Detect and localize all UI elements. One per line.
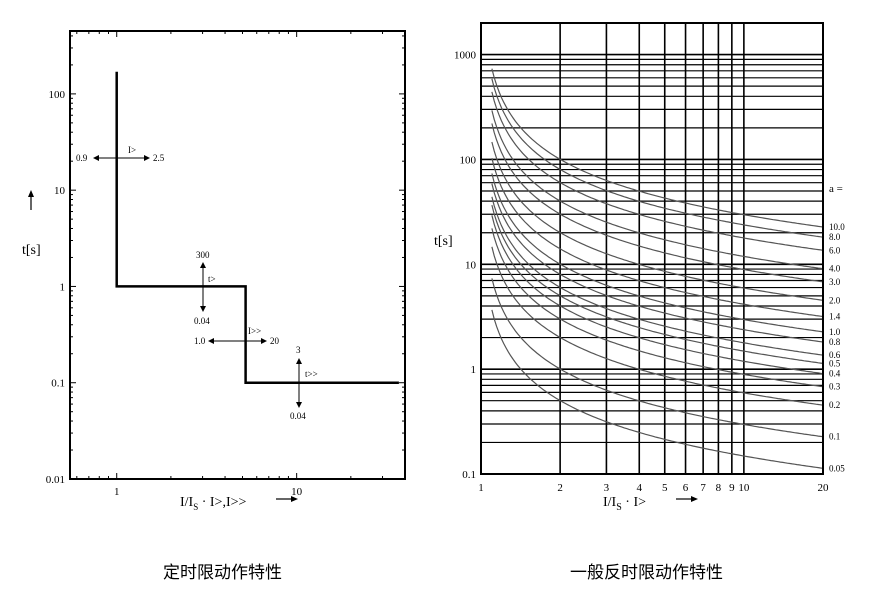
t-gt-min: 0.04 [194,316,210,326]
legend-label-6.0: 6.0 [829,245,841,255]
curve-a-1.4 [491,158,824,318]
i-gtgt-max: 20 [270,336,280,346]
legend-title: a = [829,183,843,195]
i-gtgt-label: I>> [248,326,261,336]
y-axis-arrow [28,190,34,210]
definite-time-chart: 0.01 0.1 1 10 100 1 10 t[s] I/IS · I>,I>> 0.9 … [22,30,406,583]
legend-label-0.05: 0.05 [829,463,845,473]
t-gtgt-min: 0.04 [290,411,306,421]
t-gt-max: 300 [196,250,210,260]
curve-a-0.2 [491,246,824,406]
y-tick-label: 1000 [454,50,477,62]
y-tick-label: 0.1 [462,469,476,481]
x-axis-label: I/IS · I> [603,495,646,513]
i-gt-min: 0.9 [76,153,88,163]
x-axis-label: I/IS · I>,I>> [180,495,247,512]
x-tick-label: 1 [478,482,484,494]
legend-label-0.2: 0.2 [829,400,840,410]
y-tick-label: 0.01 [46,474,65,486]
curve-a-0.6 [491,196,824,356]
curve-a-0.3 [491,228,824,388]
curve-a-3.0 [491,123,824,283]
y-tick-label: 100 [460,154,477,166]
curve-a-4.0 [491,110,824,270]
legend-label-0.6: 0.6 [829,350,841,360]
y-tick-label: 1 [60,281,66,293]
plot-frame [69,30,406,480]
legend-label-0.5: 0.5 [829,358,841,368]
curve-a-0.5 [491,204,824,364]
y-axis-label: t[s] [22,243,41,258]
plot-frame [480,22,824,475]
legend-label-1.0: 1.0 [829,327,841,337]
right-chart-caption: 一般反时限动作特性 [570,563,723,583]
t-gt-label: t> [208,274,216,284]
legend-label-0.4: 0.4 [829,369,841,379]
x-axis-arrow [276,496,298,502]
curve-a-8.0 [491,78,824,238]
i-gt-label: I> [128,145,136,155]
curve-a-2.0 [491,141,824,301]
x-tick-label: 9 [729,482,735,494]
x-tick-label: 8 [716,482,722,494]
y-tick-label: 1 [471,364,477,376]
legend-label-10.0: 10.0 [829,222,845,232]
i-gtgt-min: 1.0 [194,336,206,346]
t-gtgt-label: t>> [305,369,318,379]
x-tick-label: 6 [683,482,689,494]
curve-a-0.1 [491,278,824,438]
annotation-t-gtgt: 3 0.04 t>> [290,345,318,421]
curve-a-0.05 [491,309,824,469]
x-tick-label: 10 [291,486,303,498]
annotation-t-gt: 300 0.04 t> [194,250,216,326]
legend-label-0.3: 0.3 [829,382,841,392]
annotation-i-gt: 0.9 2.5 I> [76,145,165,163]
y-tick-label: 10 [465,259,477,271]
x-tick-label: 10 [738,482,750,494]
curve-a-1.0 [491,173,824,333]
x-tick-label: 1 [114,486,120,498]
curve-a-6.0 [491,91,824,251]
t-gtgt-max: 3 [296,345,301,355]
y-tick-label: 0.1 [51,378,65,390]
x-tick-label: 20 [818,482,830,494]
legend-label-4.0: 4.0 [829,264,841,274]
y-tick-label: 100 [49,89,66,101]
y-tick-label: 10 [54,185,66,197]
x-tick-label: 5 [662,482,668,494]
curve-a-10.0 [491,68,824,228]
x-tick-label: 2 [557,482,563,494]
x-tick-label: 3 [604,482,610,494]
legend-label-3.0: 3.0 [829,277,841,287]
left-chart-caption: 定时限动作特性 [163,563,282,583]
trip-characteristic-line [115,71,399,384]
legend-label-0.8: 0.8 [829,337,841,347]
x-axis-arrow [676,496,698,502]
annotation-i-gtgt: 1.0 20 I>> [194,326,280,346]
legend-label-8.0: 8.0 [829,232,841,242]
legend-label-1.4: 1.4 [829,312,841,322]
legend-label-0.1: 0.1 [829,432,840,442]
x-tick-label: 7 [700,482,706,494]
y-axis-label: t[s] [434,234,453,249]
i-gt-max: 2.5 [153,153,165,163]
curve-a-0.4 [491,215,824,375]
legend-label-2.0: 2.0 [829,295,841,305]
x-tick-label: 4 [637,482,643,494]
curve-a-0.8 [491,183,824,343]
